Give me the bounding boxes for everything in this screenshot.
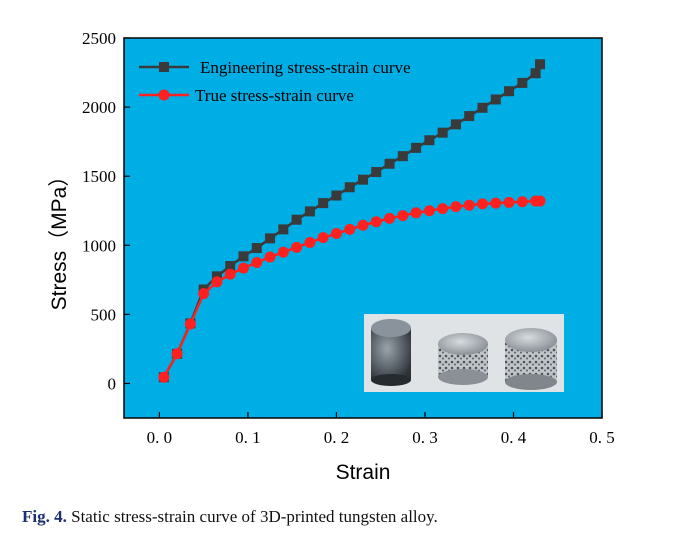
y-tick-label: 2500 (82, 29, 116, 48)
legend-marker (158, 89, 170, 101)
data-point (410, 207, 422, 219)
legend-label: Engineering stress-strain curve (200, 58, 411, 77)
data-point (490, 197, 502, 209)
data-point (238, 251, 249, 262)
specimen-intact-bottom (371, 374, 411, 386)
data-point (450, 119, 461, 130)
data-point (424, 135, 435, 146)
data-point (304, 237, 316, 249)
data-point (358, 174, 368, 185)
specimen-fractured-top (505, 328, 557, 352)
series-layer (158, 59, 546, 383)
data-point (344, 223, 356, 235)
data-point (535, 59, 546, 70)
data-point (397, 210, 409, 222)
data-point (277, 246, 289, 258)
data-point (318, 198, 329, 209)
data-point (238, 262, 249, 274)
data-point (317, 232, 329, 244)
data-point (198, 288, 210, 300)
data-point (225, 261, 236, 271)
data-point (530, 68, 541, 79)
x-tick-label: 0. 0 (147, 428, 173, 447)
data-point (450, 201, 462, 213)
data-point (251, 243, 262, 254)
data-point (437, 203, 449, 215)
data-point (534, 195, 546, 207)
data-point (490, 94, 501, 105)
stress-strain-chart: 0. 0 0. 1 0. 2 0. 3 0. 4 0. 5 0 500 1000 1500 2000… (48, 29, 615, 484)
y-tick-label: 0 (108, 374, 117, 393)
series-true (158, 195, 546, 383)
legend-marker (159, 62, 169, 72)
data-point (384, 212, 396, 224)
data-point (503, 196, 515, 208)
specimen-compressed-top (438, 333, 488, 355)
data-point (278, 224, 289, 235)
data-point (291, 241, 303, 253)
x-tick-label: 0. 4 (501, 428, 527, 447)
x-tick-label: 0. 3 (412, 428, 438, 447)
specimen-intact-top (371, 319, 411, 337)
data-point (423, 205, 435, 217)
x-tick-label: 0. 2 (324, 428, 350, 447)
y-axis-label: Stress（MPa） (48, 166, 71, 311)
data-point (357, 219, 369, 231)
x-tick-label: 0. 5 (589, 428, 615, 447)
data-point (371, 167, 382, 178)
figure-caption-text: Static stress-strain curve of 3D-printed… (71, 507, 438, 526)
data-point (224, 268, 236, 280)
data-point (331, 190, 342, 201)
data-point (171, 348, 183, 360)
tungsten-specimens-photo (364, 314, 564, 392)
legend-item: Engineering stress-strain curve (139, 58, 411, 77)
data-point (184, 318, 196, 330)
data-point (504, 86, 515, 97)
data-point (330, 228, 342, 240)
data-point (251, 257, 263, 269)
legend-item: True stress-strain curve (139, 86, 354, 105)
data-point (437, 127, 448, 138)
data-point (477, 102, 488, 113)
data-point (344, 182, 355, 193)
data-point (291, 214, 302, 225)
data-point (397, 151, 408, 162)
figure-label: Fig. 4. (22, 507, 67, 526)
data-point (516, 196, 528, 208)
data-point (464, 111, 475, 122)
data-point (384, 158, 395, 169)
figure-caption: Fig. 4. Static stress-strain curve of 3D… (22, 507, 662, 527)
data-point (517, 77, 528, 88)
y-tick-label: 1000 (82, 236, 116, 255)
data-point (463, 199, 475, 211)
x-tick-label: 0. 1 (235, 428, 261, 447)
data-point (211, 271, 222, 282)
data-point (158, 371, 170, 383)
data-point (411, 142, 422, 153)
data-point (477, 198, 488, 210)
data-point (211, 276, 223, 288)
y-tick-label: 500 (91, 305, 117, 324)
y-tick-label: 2000 (82, 98, 116, 117)
specimen-fractured-bottom (505, 374, 557, 390)
data-point (304, 206, 315, 217)
x-axis-label: Strain (336, 461, 391, 484)
y-tick-label: 1500 (82, 167, 116, 186)
legend-label: True stress-strain curve (195, 86, 354, 105)
axes: 0. 0 0. 1 0. 2 0. 3 0. 4 0. 5 0 500 1000 1500 2000… (82, 29, 615, 447)
specimen-compressed-bottom (438, 369, 488, 385)
data-point (370, 216, 382, 228)
legend: Engineering stress-strain curve True stre… (139, 58, 411, 105)
data-point (265, 233, 276, 244)
data-point (264, 251, 276, 263)
